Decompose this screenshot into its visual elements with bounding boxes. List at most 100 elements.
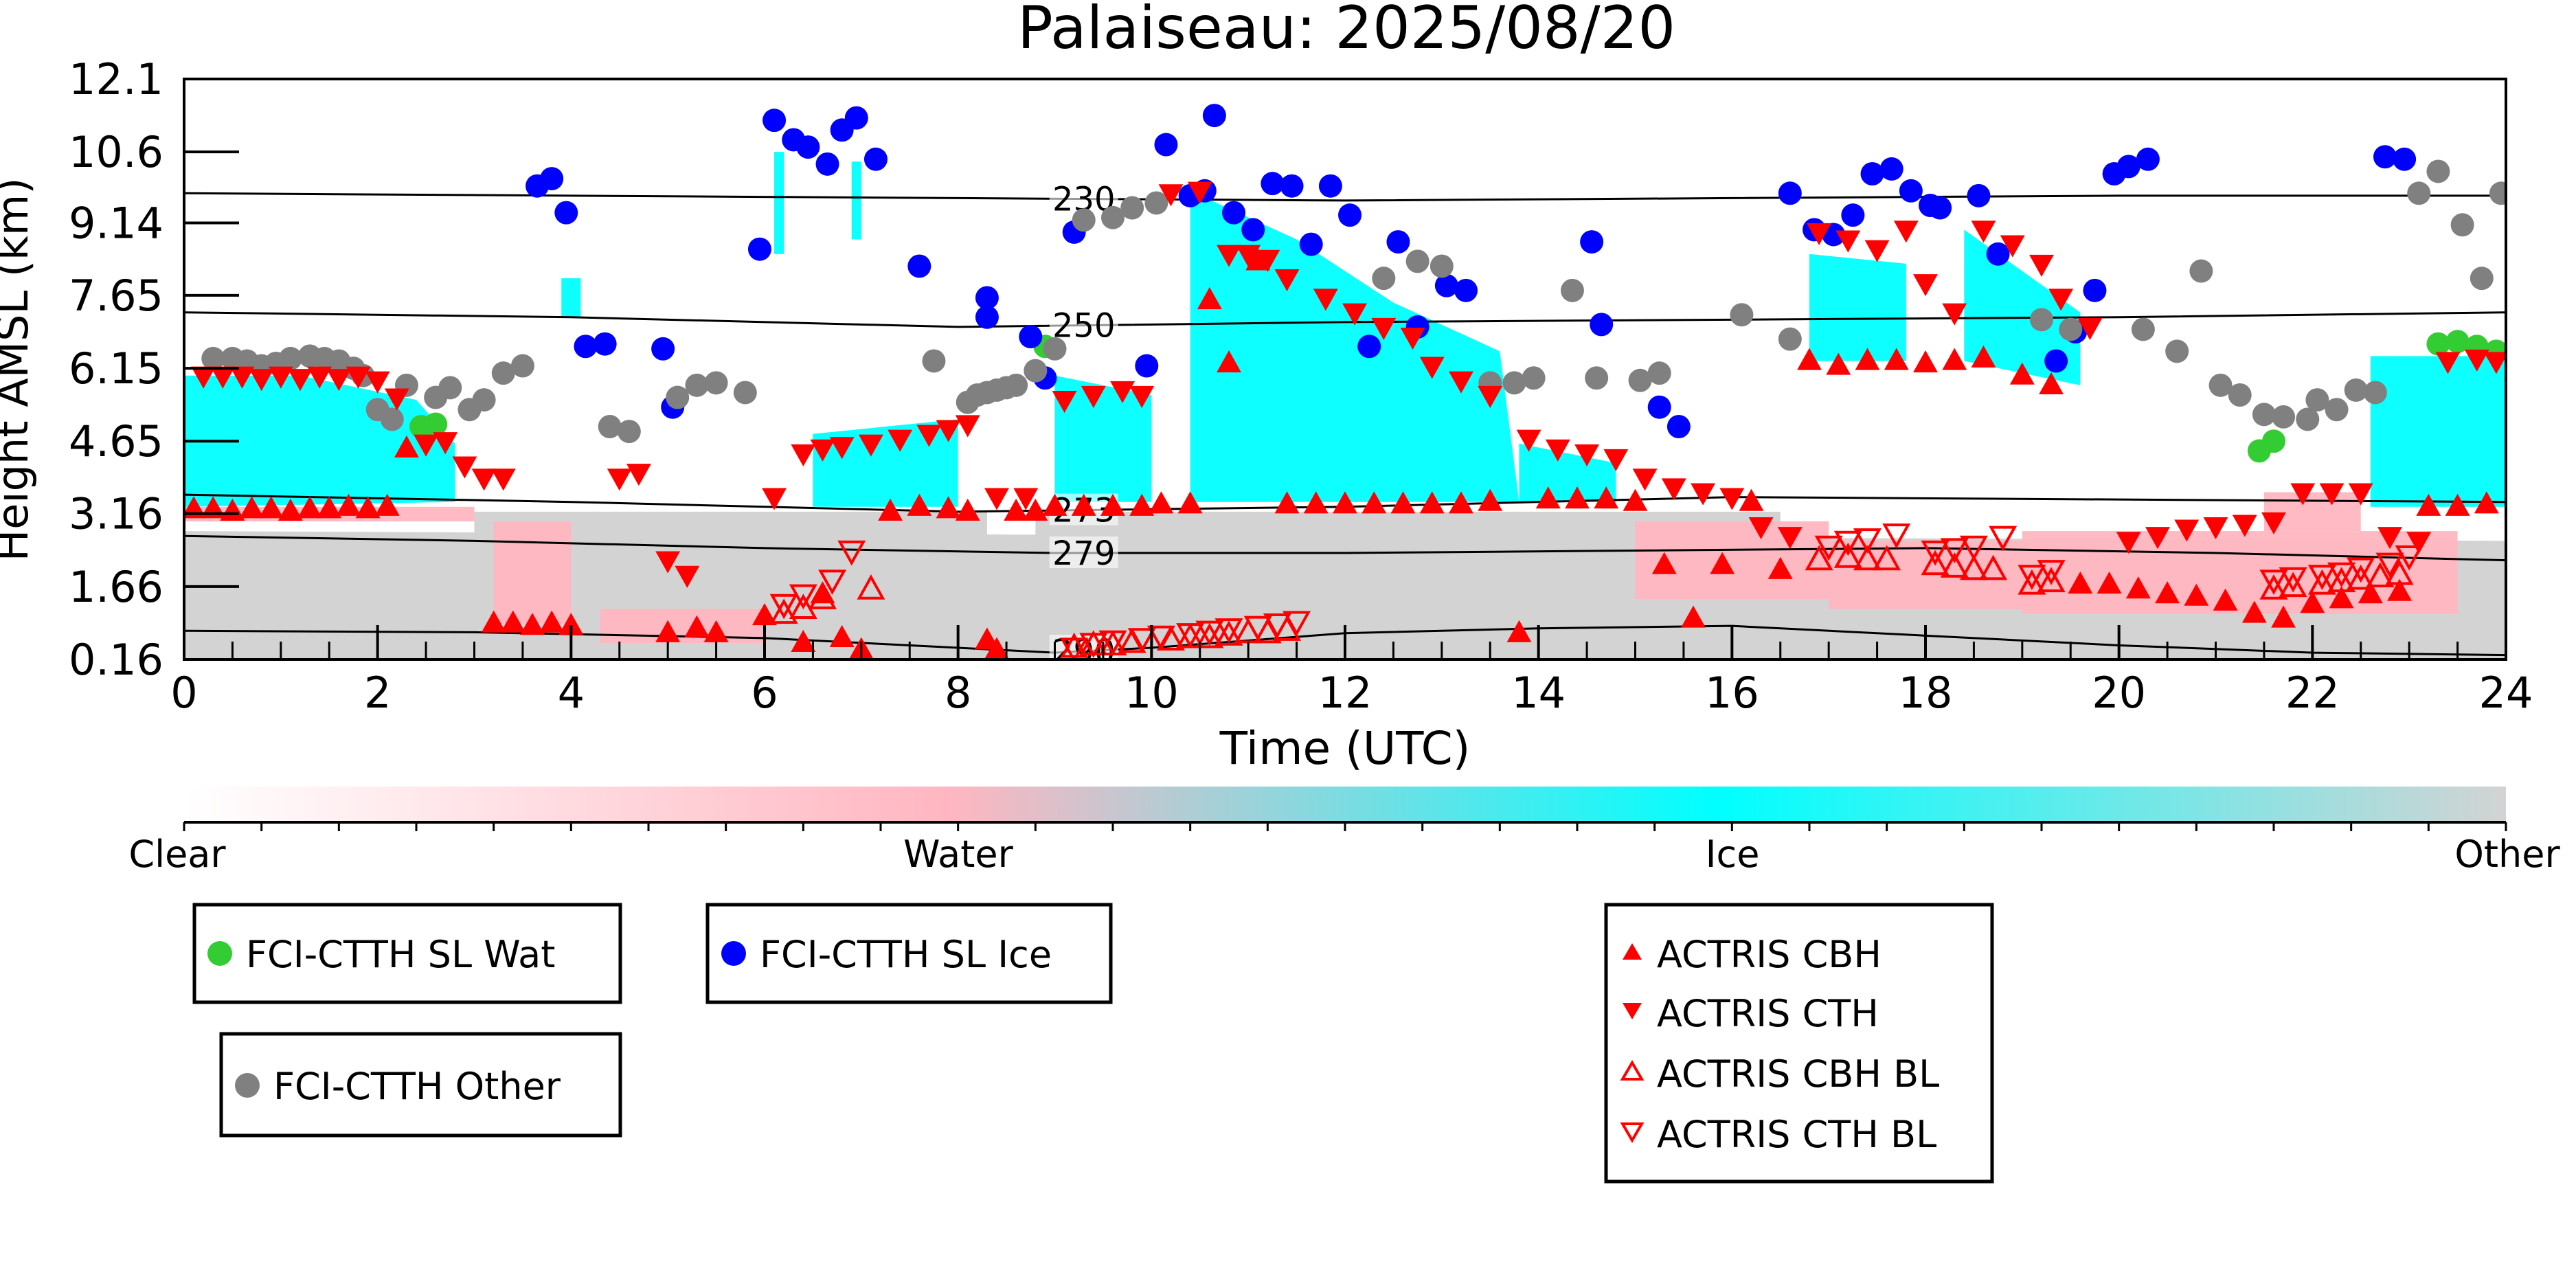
- point-fci-ctth-other: [2030, 308, 2053, 332]
- legend-marker-cth-bl: [1620, 1122, 1645, 1143]
- point-actris-cbh-bl: [2385, 559, 2414, 585]
- point-fci-ctth-sl-ice: [907, 254, 931, 278]
- legend-ice: FCI-CTTH SL Ice: [705, 903, 1113, 1004]
- point-fci-ctth-other: [2228, 383, 2252, 407]
- x-tick-label: 18: [1899, 668, 1953, 718]
- x-tick-label: 24: [2479, 668, 2533, 718]
- point-actris-cth: [346, 366, 371, 389]
- x-tick-label: 12: [1318, 668, 1372, 718]
- point-actris-cth: [365, 371, 390, 394]
- point-fci-ctth-other: [1043, 337, 1067, 361]
- point-actris-cbh: [539, 610, 565, 633]
- point-fci-ctth-sl-ice: [1986, 242, 2010, 266]
- point-fci-ctth-sl-wat: [424, 412, 448, 436]
- point-actris-cbh: [317, 496, 342, 519]
- colorbar: Clear Water Ice Other: [128, 787, 2560, 876]
- point-actris-cth-bl: [1853, 528, 1882, 554]
- point-actris-cbh: [1129, 493, 1155, 516]
- point-actris-cbh: [1855, 348, 1880, 370]
- point-fci-ctth-other: [666, 385, 690, 409]
- point-fci-ctth-other: [1430, 254, 1454, 278]
- legend-wat: FCI-CTTH SL Wat: [192, 903, 622, 1004]
- point-fci-ctth-sl-ice: [1261, 172, 1285, 196]
- x-tick-label: 22: [2285, 668, 2340, 718]
- point-actris-cth: [2116, 532, 2141, 554]
- point-fci-ctth-other: [1647, 361, 1671, 385]
- point-actris-cbh-bl: [2347, 564, 2375, 590]
- point-actris-cbh: [1594, 486, 1619, 509]
- point-fci-ctth-other: [1144, 191, 1168, 215]
- point-fci-ctth-other: [1405, 249, 1430, 273]
- y-tick-label: 0.16: [69, 635, 163, 685]
- point-actris-cbh: [1767, 556, 1793, 579]
- point-fci-ctth-other: [1585, 366, 1609, 390]
- point-fci-ctth-sl-wat: [2426, 332, 2450, 356]
- x-tick-label: 20: [2092, 668, 2146, 718]
- point-actris-cth-bl: [1959, 535, 1988, 561]
- point-actris-cth: [655, 551, 681, 574]
- point-actris-cbh-bl: [1921, 550, 1950, 576]
- point-actris-cbh: [2009, 362, 2035, 385]
- mask-region-ice: [1054, 375, 1152, 502]
- point-fci-ctth-other: [598, 415, 622, 439]
- point-actris-cth: [762, 488, 787, 510]
- x-tick-label: 2: [364, 668, 391, 718]
- point-actris-cth: [1748, 517, 1774, 540]
- point-fci-ctth-other: [2252, 403, 2276, 427]
- mask-region-water: [2263, 492, 2361, 532]
- point-actris-cth: [2174, 519, 2200, 542]
- y-tick-label: 3.16: [69, 489, 163, 539]
- point-fci-ctth-other: [1778, 327, 1802, 351]
- point-fci-ctth-sl-ice: [1202, 104, 1226, 128]
- point-fci-ctth-sl-ice: [651, 337, 675, 361]
- point-actris-cbh: [336, 493, 361, 516]
- isotherm-line: [184, 192, 2506, 202]
- point-actris-cth: [1158, 184, 1184, 207]
- point-fci-ctth-other: [491, 361, 515, 385]
- point-actris-cth: [984, 488, 1009, 510]
- legend-marker-cbh-bl: [1620, 1060, 1645, 1081]
- point-actris-cth: [2319, 483, 2345, 506]
- y-axis-label: Height AMSL (km): [0, 178, 38, 562]
- point-actris-cth: [384, 388, 409, 411]
- point-actris-cth-bl: [1127, 628, 1156, 653]
- point-fci-ctth-sl-ice: [975, 305, 999, 329]
- point-actris-cth: [1545, 439, 1570, 462]
- point-fci-ctth-sl-ice: [2393, 147, 2417, 171]
- point-fci-ctth-sl-ice: [1241, 218, 1265, 242]
- point-actris-cth: [1052, 390, 1077, 414]
- point-actris-cbh: [1651, 552, 1677, 574]
- point-actris-cth-bl: [1882, 523, 1911, 549]
- point-actris-cbh: [1739, 488, 1764, 511]
- x-tick-label: 4: [558, 668, 585, 718]
- point-fci-ctth-sl-ice: [1222, 201, 1246, 225]
- point-actris-cth: [1971, 221, 1996, 243]
- point-actris-cbh: [1042, 493, 1067, 516]
- point-actris-cbh: [1004, 498, 1029, 521]
- point-actris-cth: [675, 565, 700, 588]
- point-fci-ctth-sl-ice: [2373, 145, 2397, 169]
- point-actris-cbh-bl: [1979, 554, 2008, 580]
- point-fci-ctth-sl-ice: [540, 167, 564, 191]
- point-actris-cbh: [239, 496, 264, 519]
- point-fci-ctth-sl-ice: [815, 152, 839, 176]
- point-actris-cth: [1893, 221, 1919, 243]
- point-actris-cbh-bl: [769, 598, 798, 624]
- colorbar-label-clear: Clear: [128, 833, 226, 876]
- point-fci-ctth-other: [2131, 317, 2155, 341]
- point-actris-cth-bl: [769, 594, 798, 620]
- point-actris-cth: [810, 439, 835, 462]
- point-actris-cbh-bl: [1833, 542, 1862, 568]
- point-actris-cth-bl: [1940, 538, 1969, 564]
- point-actris-cbh: [2474, 491, 2499, 514]
- point-fci-ctth-sl-ice: [1154, 133, 1178, 157]
- point-fci-ctth-sl-ice: [2136, 147, 2160, 171]
- point-fci-ctth-other: [380, 407, 404, 431]
- point-actris-cth: [1081, 385, 1106, 409]
- point-actris-cbh: [355, 496, 381, 519]
- point-fci-ctth-sl-ice: [1338, 203, 1362, 227]
- legend-label-cth: ACTRIS CTH: [1657, 992, 1879, 1035]
- point-actris-cbh-bl: [1853, 545, 1882, 571]
- point-fci-ctth-other: [1120, 196, 1144, 220]
- point-actris-cbh: [1100, 493, 1125, 516]
